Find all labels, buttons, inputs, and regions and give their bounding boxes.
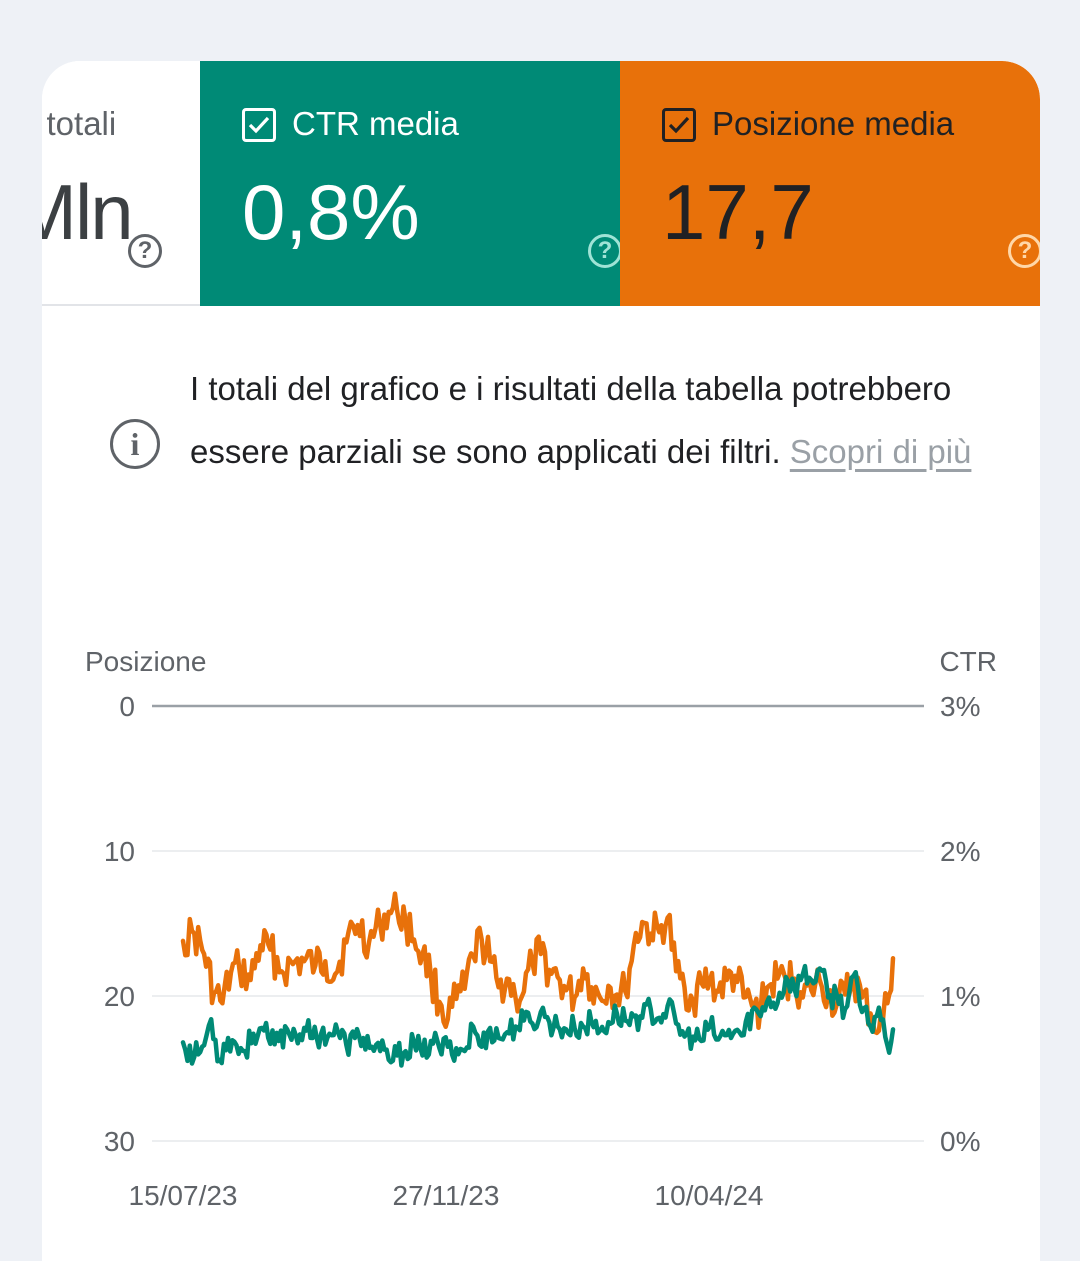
metric-tile-position[interactable]: Posizione media 17,7 ?: [620, 61, 1040, 306]
metric-value: Mln: [42, 168, 134, 256]
y-tick-label-right: 3%: [940, 691, 980, 722]
y-tick-label-right: 1%: [940, 981, 980, 1012]
y-tick-label-right: 2%: [940, 836, 980, 867]
performance-chart: Posizione CTR 0 10 20 30 3% 2% 1% 0% 15/07/23 27/11…: [85, 646, 997, 1211]
x-tick-label: 10/04/24: [655, 1180, 764, 1211]
performance-card: i totali Mln ? CTR media 0,8% ? Posizion…: [42, 61, 1040, 1261]
metric-tile-clicks[interactable]: i totali Mln ?: [42, 61, 200, 306]
help-icon[interactable]: ?: [1008, 234, 1040, 268]
metric-label-text: CTR media: [292, 105, 459, 142]
series-line-position: [180, 891, 896, 1036]
series-line-ctr: [180, 963, 896, 1068]
metric-tile-ctr[interactable]: CTR media 0,8% ?: [200, 61, 620, 306]
checkbox-checked-icon[interactable]: [662, 108, 696, 142]
checkbox-checked-icon[interactable]: [242, 108, 276, 142]
notice-text: I totali del grafico e i risultati della…: [190, 370, 952, 470]
metric-label: i totali: [42, 105, 117, 142]
y-tick-label-left: 20: [104, 981, 135, 1012]
metric-label: Posizione media: [662, 105, 954, 143]
metric-tiles: i totali Mln ? CTR media 0,8% ? Posizion…: [42, 61, 1040, 306]
metric-label-text: Posizione media: [712, 105, 955, 142]
learn-more-link[interactable]: Scopri di più: [789, 433, 972, 470]
right-axis-title: CTR: [939, 646, 997, 677]
partial-data-notice: I totali del grafico e i risultati della…: [190, 357, 1000, 483]
info-icon: i: [110, 419, 160, 469]
y-tick-label-left: 30: [104, 1126, 135, 1157]
y-tick-label-right: 0%: [940, 1126, 980, 1157]
y-tick-label-left: 0: [119, 691, 135, 722]
metric-value: 17,7: [662, 168, 814, 256]
help-icon[interactable]: ?: [588, 234, 620, 268]
help-icon[interactable]: ?: [128, 234, 162, 268]
left-axis-title: Posizione: [85, 646, 206, 677]
x-tick-label: 27/11/23: [393, 1180, 500, 1211]
metric-value: 0,8%: [242, 168, 420, 256]
metric-label: CTR media: [242, 105, 459, 143]
x-tick-label: 15/07/23: [129, 1180, 238, 1211]
y-tick-label-left: 10: [104, 836, 135, 867]
